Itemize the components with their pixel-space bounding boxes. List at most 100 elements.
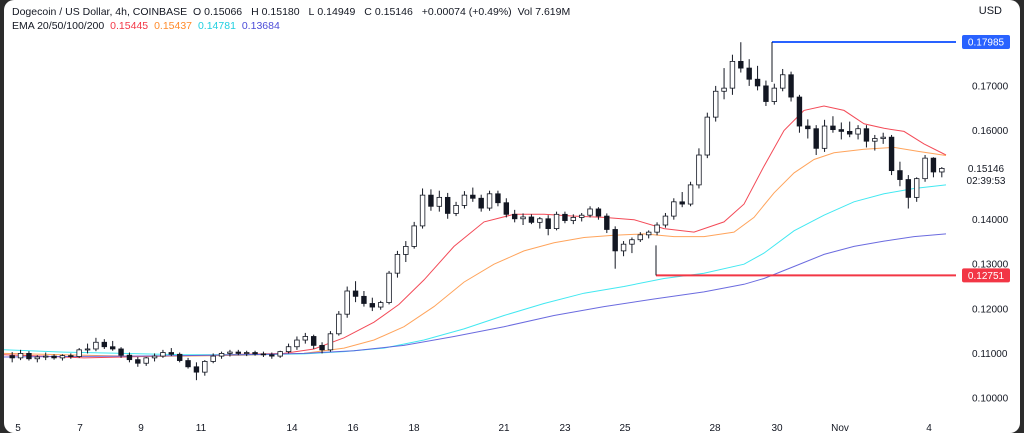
candle-up (327, 333, 334, 351)
candle-up (704, 116, 711, 156)
price-tag-low (962, 268, 1010, 283)
ema-legend: EMA 20/50/100/200 0.15445 0.15437 0.1478… (12, 20, 283, 32)
candle-up (218, 353, 225, 357)
candle-up (294, 339, 300, 348)
candle-up (336, 313, 342, 335)
candle-up (403, 246, 409, 255)
candle-up (302, 336, 309, 341)
price-chart[interactable]: 0.170000.160000.150000.140000.130000.120… (4, 0, 1020, 433)
candle-up (210, 355, 216, 362)
candle-down (738, 60, 744, 69)
candle-down (846, 130, 853, 135)
ema200-value: 0.13684 (241, 20, 280, 32)
countdown-label: 02:39:53 (967, 176, 1006, 187)
candle-up (939, 167, 945, 173)
candle-up (687, 184, 694, 205)
x-tick-label: 11 (196, 423, 207, 433)
candle-up (93, 341, 99, 350)
price-tag-low-text: 0.12751 (968, 271, 1005, 282)
candle-down (26, 353, 32, 360)
candle-up (151, 355, 158, 359)
y-tick-label: 0.13000 (972, 260, 1009, 271)
candle-up (160, 352, 166, 357)
candle-up (143, 357, 149, 364)
high-label: H (251, 6, 259, 18)
candle-down (176, 353, 183, 361)
candle-down (562, 213, 568, 221)
candle-up (570, 217, 577, 221)
candle-down (310, 336, 317, 346)
candle-up (453, 204, 459, 214)
y-tick-label: 0.17000 (972, 81, 1009, 92)
ema-line-3 (4, 184, 947, 356)
currency-label[interactable]: USD (978, 5, 1002, 17)
candle-down (796, 96, 803, 127)
chart-window: Dogecoin / US Dollar, 4h, COINBASE O 0.15… (4, 0, 1020, 433)
candle-down (118, 348, 124, 356)
x-tick-label: 23 (559, 423, 571, 433)
candle-up (855, 128, 861, 135)
candle-up (721, 87, 727, 92)
candle-up (202, 361, 208, 373)
candle-up (620, 243, 627, 252)
symbol-legend: Dogecoin / US Dollar, 4h, COINBASE O 0.15… (12, 6, 576, 18)
candle-up (654, 224, 660, 233)
candle-up (344, 290, 350, 315)
candle-down (9, 355, 15, 359)
candle-down (545, 218, 551, 229)
x-tick-label: 25 (619, 423, 631, 433)
open-value: 0.15066 (204, 6, 243, 18)
candle-up (227, 351, 233, 354)
candle-down (511, 213, 518, 220)
candle-down (428, 194, 434, 207)
candle-down (905, 179, 912, 198)
ema100-value: 0.14781 (197, 20, 236, 32)
candle-up (880, 136, 886, 139)
volume-label: Vol (517, 6, 533, 18)
price-tag-high (962, 35, 1010, 49)
candle-down (478, 197, 484, 209)
candle-up (436, 196, 443, 207)
last-price-label: 0.15146 (968, 164, 1005, 175)
x-tick-label: 30 (771, 423, 783, 433)
ema-line-1 (4, 105, 947, 359)
candle-down (746, 67, 752, 80)
candle-down (897, 170, 903, 180)
candle-up (771, 87, 778, 102)
candle-down (805, 125, 811, 130)
x-tick-label: 14 (286, 423, 298, 433)
candle-up (729, 60, 736, 89)
candle-down (495, 193, 501, 204)
y-tick-label: 0.16000 (972, 126, 1009, 137)
candle-down (352, 290, 359, 297)
candle-up (520, 216, 526, 220)
candle-up (821, 125, 828, 149)
candle-up (872, 138, 878, 142)
candle-up (662, 215, 669, 226)
candle-down (604, 215, 610, 230)
x-tick-label: 5 (15, 423, 21, 433)
candle-down (252, 352, 258, 355)
x-tick-label: 28 (709, 423, 721, 433)
x-tick-label: 16 (347, 423, 359, 433)
candle-down (101, 341, 108, 348)
x-tick-label: 9 (138, 423, 144, 433)
candle-down (126, 354, 133, 361)
low-label: L (308, 6, 315, 18)
candle-up (696, 154, 702, 186)
ema50-value: 0.15437 (154, 20, 193, 32)
candle-down (193, 366, 200, 373)
candle-down (763, 85, 769, 102)
candle-up (76, 349, 82, 357)
candle-down (235, 351, 242, 354)
candle-up (277, 351, 283, 357)
candle-down (754, 78, 761, 87)
candle-down (930, 157, 937, 173)
candle-down (470, 194, 476, 199)
candle-up (779, 74, 786, 89)
candle-up (42, 355, 49, 358)
candle-down (369, 303, 376, 308)
price-tag-high-text: 0.17985 (968, 38, 1005, 49)
candle-up (645, 231, 652, 236)
candle-up (386, 272, 392, 303)
